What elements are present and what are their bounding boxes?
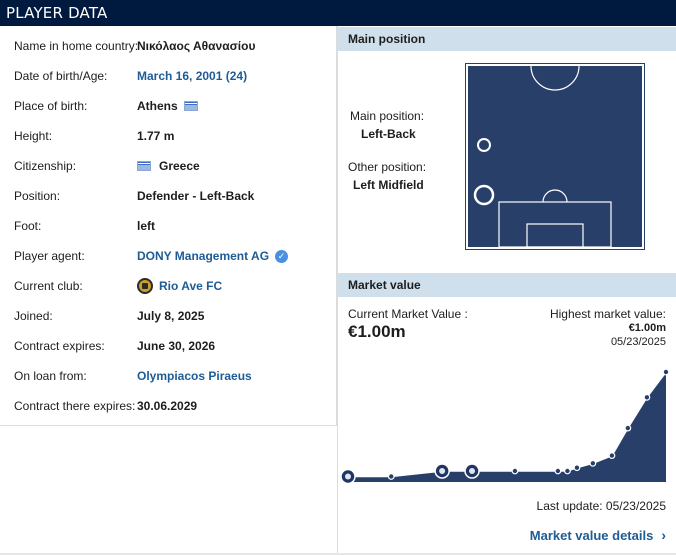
column-divider: [337, 26, 338, 555]
player-data-header: PLAYER DATA: [0, 0, 676, 26]
chart-point[interactable]: [511, 467, 519, 475]
current-mv-value: €1.00m: [348, 322, 406, 341]
info-row-citizenship: Citizenship: Greece: [14, 156, 200, 176]
chart-point[interactable]: [387, 473, 395, 480]
other-position-label: Other position:: [348, 160, 427, 174]
info-row-agent: Player agent: DONY Management AG ✓: [14, 246, 289, 266]
pitch-lines: [473, 65, 612, 248]
info-value: Athens: [137, 99, 204, 113]
dob-link[interactable]: March 16, 2001 (24): [137, 69, 248, 83]
info-label: Joined:: [14, 309, 53, 323]
info-label: Foot:: [14, 219, 42, 233]
info-row-dob: Date of birth/Age: March 16, 2001 (24): [14, 66, 247, 86]
club-crest-icon: [345, 473, 351, 480]
main-position-header: Main position: [338, 27, 676, 51]
last-update: Last update: 05/23/2025: [536, 499, 666, 513]
market-value-title: Market value: [348, 278, 421, 292]
info-row-name: Name in home country: Νικόλαος Αθανασίου: [14, 36, 255, 56]
info-value: Defender - Left-Back: [137, 189, 255, 203]
verified-check-icon: ✓: [275, 249, 289, 263]
info-label: On loan from:: [14, 369, 87, 383]
info-label: Height:: [14, 129, 53, 143]
info-label: Player agent:: [14, 249, 85, 263]
highest-mv-date: 05/23/2025: [610, 336, 666, 348]
info-row-position: Position: Defender - Left-Back: [14, 186, 254, 206]
info-row-contract-there: Contract there expires: 30.06.2029: [14, 396, 197, 416]
other-position-value: Left Midfield: [353, 178, 424, 192]
info-value: June 30, 2026: [137, 339, 216, 353]
info-label: Name in home country:: [14, 39, 139, 53]
main-position-marker: [473, 184, 495, 206]
chart-point[interactable]: [608, 452, 616, 459]
info-row-height: Height: 1.77 m: [14, 126, 174, 146]
main-position-label: Main position:: [350, 109, 425, 123]
chart-point[interactable]: [624, 424, 632, 432]
agent-text: DONY Management AG: [137, 249, 270, 263]
place-text: Athens: [137, 99, 178, 113]
main-position-value: Left-Back: [361, 127, 416, 141]
chart-point[interactable]: [554, 467, 562, 475]
chart-point[interactable]: [589, 459, 597, 467]
pitch-center-arc: [530, 65, 580, 91]
player-data-panel: [0, 26, 337, 426]
chevron-right-icon: ›: [661, 527, 666, 543]
info-value: July 8, 2025: [137, 309, 205, 323]
position-pitch: [465, 63, 645, 250]
chart-area: [348, 372, 666, 482]
chart-point[interactable]: [643, 393, 651, 401]
citizenship-text: Greece: [159, 159, 200, 173]
info-label: Current club:: [14, 279, 83, 293]
pitch-penalty-arc: [542, 189, 568, 203]
info-label: Citizenship:: [14, 159, 77, 173]
other-position-marker: [477, 138, 491, 152]
info-row-loan: On loan from: Olympiacos Piraeus: [14, 366, 252, 386]
info-value: Νικόλαος Αθανασίου: [137, 39, 256, 53]
details-link-text: Market value details: [529, 527, 654, 543]
info-value: 1.77 m: [137, 129, 175, 143]
greece-flag-icon: [137, 161, 151, 171]
info-label: Date of birth/Age:: [14, 69, 108, 83]
chart-point[interactable]: [573, 464, 581, 472]
market-value-chart: [340, 368, 670, 485]
chart-point[interactable]: [564, 467, 571, 475]
chart-point[interactable]: [662, 368, 670, 376]
market-value-header: Market value: [338, 273, 676, 297]
greece-flag-icon: [183, 101, 198, 111]
header-title: PLAYER DATA: [6, 4, 108, 22]
highest-mv-value: €1.00m: [628, 322, 666, 334]
club-logo-icon: [137, 278, 153, 294]
current-mv-label: Current Market Value :: [348, 307, 468, 321]
info-value: 30.06.2029: [137, 399, 198, 413]
club-text: Rio Ave FC: [159, 279, 223, 293]
club-link[interactable]: Rio Ave FC: [137, 278, 222, 294]
main-position-title: Main position: [348, 32, 426, 46]
club-crest-icon: [469, 468, 476, 474]
market-value-details-link[interactable]: Market value details ›: [530, 527, 666, 543]
info-label: Position:: [14, 189, 61, 203]
info-value: Greece: [137, 159, 200, 173]
info-value: left: [137, 219, 155, 233]
bottom-border: [0, 553, 676, 555]
info-row-joined: Joined: July 8, 2025: [14, 306, 204, 326]
info-row-place: Place of birth: Athens: [14, 96, 204, 116]
info-label: Contract there expires:: [14, 399, 136, 413]
pitch-goal-box: [526, 223, 584, 248]
info-row-club: Current club: Rio Ave FC: [14, 276, 222, 296]
highest-mv-label: Highest market value:: [549, 307, 666, 321]
info-label: Place of birth:: [14, 99, 88, 113]
info-row-contract: Contract expires: June 30, 2026: [14, 336, 215, 356]
info-label: Contract expires:: [14, 339, 105, 353]
agent-link[interactable]: DONY Management AG ✓: [137, 249, 289, 263]
loan-club-link[interactable]: Olympiacos Piraeus: [137, 369, 252, 383]
club-crest-icon: [439, 468, 446, 474]
info-row-foot: Foot: left: [14, 216, 155, 236]
